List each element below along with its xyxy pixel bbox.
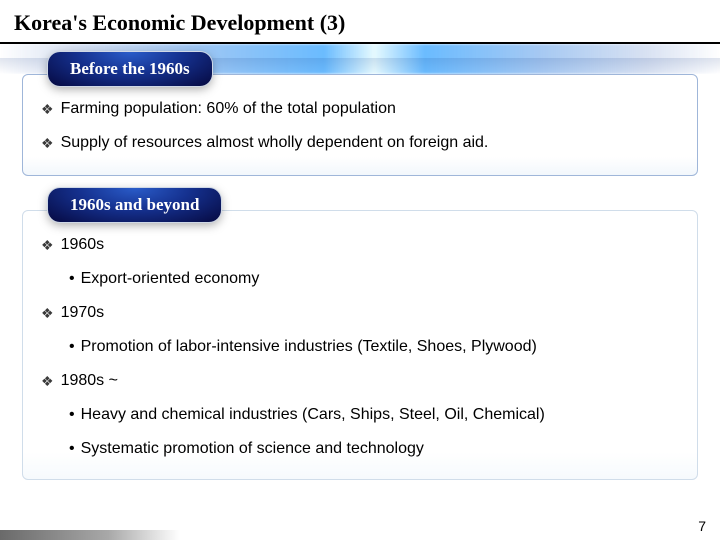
slide-title: Korea's Economic Development (3) (0, 0, 720, 44)
page-number: 7 (698, 518, 706, 534)
section-heading-container-2: 1960s and beyond (0, 188, 720, 222)
section-heading-1: Before the 1960s (48, 52, 212, 86)
list-item: ❖ Supply of resources almost wholly depe… (35, 129, 685, 163)
diamond-bullet-icon: ❖ (41, 99, 54, 119)
bullet-text: 1970s (61, 303, 105, 323)
list-item: ❖ 1970s (35, 299, 685, 333)
bullet-text: Systematic promotion of science and tech… (81, 439, 424, 459)
list-item: ❖ Farming population: 60% of the total p… (35, 95, 685, 129)
decorative-footer-bar (0, 530, 180, 540)
dot-bullet-icon: • (69, 405, 75, 425)
dot-bullet-icon: • (69, 337, 75, 357)
section-heading-2: 1960s and beyond (48, 188, 221, 222)
bullet-text: Export-oriented economy (81, 269, 260, 289)
bullet-text: Supply of resources almost wholly depend… (61, 133, 489, 153)
bullet-text: 1980s ~ (61, 371, 118, 391)
bullet-text: Farming population: 60% of the total pop… (61, 99, 396, 119)
dot-bullet-icon: • (69, 269, 75, 289)
section-heading-container-1: Before the 1960s (0, 52, 720, 86)
bullet-text: 1960s (61, 235, 105, 255)
list-item: ❖ 1980s ~ (35, 367, 685, 401)
list-item-sub: • Systematic promotion of science and te… (35, 435, 685, 469)
diamond-bullet-icon: ❖ (41, 303, 54, 323)
list-item-sub: • Export-oriented economy (35, 265, 685, 299)
bullet-text: Promotion of labor-intensive industries … (81, 337, 537, 357)
list-item: ❖ 1960s (35, 231, 685, 265)
section-box-2: ❖ 1960s • Export-oriented economy ❖ 1970… (22, 210, 698, 480)
list-item-sub: • Heavy and chemical industries (Cars, S… (35, 401, 685, 435)
slide: Korea's Economic Development (3) Before … (0, 0, 720, 540)
diamond-bullet-icon: ❖ (41, 371, 54, 391)
dot-bullet-icon: • (69, 439, 75, 459)
section-box-1: ❖ Farming population: 60% of the total p… (22, 74, 698, 176)
diamond-bullet-icon: ❖ (41, 235, 54, 255)
list-item-sub: • Promotion of labor-intensive industrie… (35, 333, 685, 367)
bullet-text: Heavy and chemical industries (Cars, Shi… (81, 405, 545, 425)
diamond-bullet-icon: ❖ (41, 133, 54, 153)
